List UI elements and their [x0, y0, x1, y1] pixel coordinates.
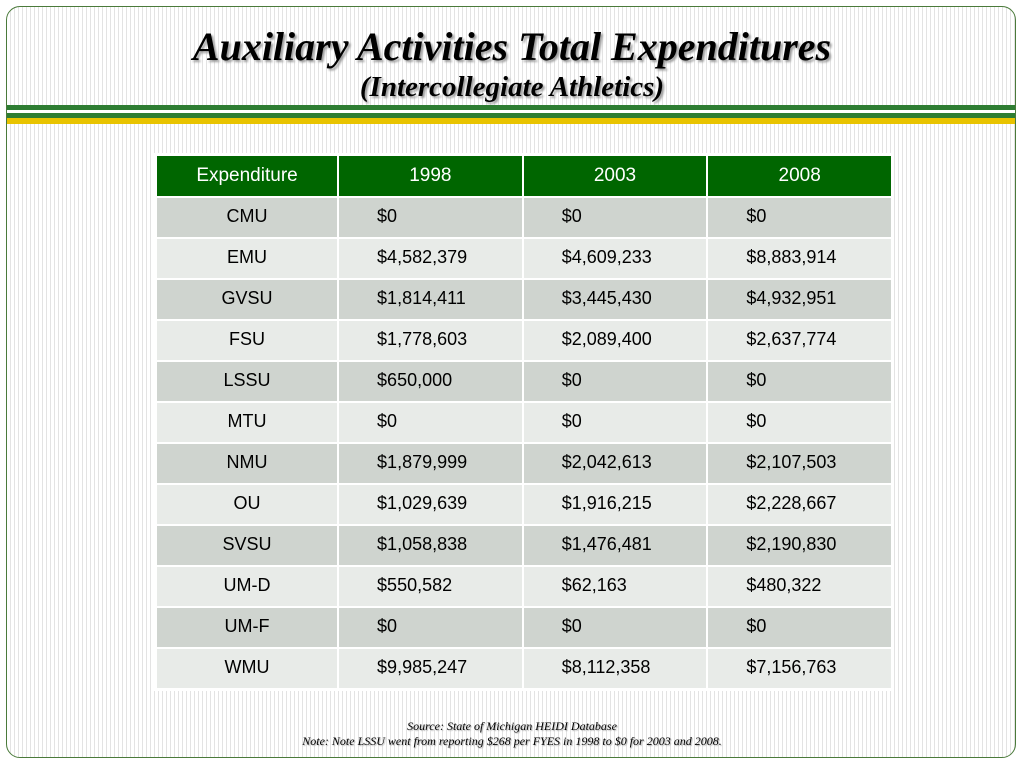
value-cell-1998: $650,000 [337, 360, 524, 403]
table-row: UM-F $0 $0 $0 [154, 606, 893, 649]
institution-cell: CMU [154, 196, 340, 239]
value-cell-1998: $0 [337, 196, 524, 239]
value-cell-1998: $1,058,838 [337, 524, 524, 567]
value-cell-1998: $1,879,999 [337, 442, 524, 485]
value-cell-2008: $0 [706, 196, 893, 239]
value-cell-2003: $1,916,215 [521, 483, 709, 526]
table-row: OU $1,029,639 $1,916,215 $2,228,667 [154, 483, 893, 526]
value-cell-2008: $4,932,951 [706, 278, 893, 321]
table-row: CMU $0 $0 $0 [154, 196, 893, 239]
column-header-2008: 2008 [706, 154, 893, 198]
table-header-row: Expenditure 1998 2003 2008 [154, 154, 893, 198]
table-row: WMU $9,985,247 $8,112,358 $7,156,763 [154, 647, 893, 690]
value-cell-2003: $1,476,481 [521, 524, 709, 567]
slide-frame: Auxiliary Activities Total Expenditures … [6, 6, 1016, 758]
value-cell-2003: $2,089,400 [521, 319, 709, 362]
table-row: LSSU $650,000 $0 $0 [154, 360, 893, 403]
table-row: EMU $4,582,379 $4,609,233 $8,883,914 [154, 237, 893, 280]
value-cell-2003: $0 [521, 360, 709, 403]
table-row: NMU $1,879,999 $2,042,613 $2,107,503 [154, 442, 893, 485]
header-stripe-gap [7, 110, 1015, 113]
institution-cell: SVSU [154, 524, 340, 567]
value-cell-1998: $550,582 [337, 565, 524, 608]
value-cell-2008: $0 [706, 606, 893, 649]
institution-cell: LSSU [154, 360, 340, 403]
table-row: GVSU $1,814,411 $3,445,430 $4,932,951 [154, 278, 893, 321]
value-cell-2008: $8,883,914 [706, 237, 893, 280]
column-header-1998: 1998 [337, 154, 524, 198]
header-stripe-green-bottom [7, 113, 1015, 118]
value-cell-1998: $1,029,639 [337, 483, 524, 526]
lssu-note: Note: Note LSSU went from reporting $268… [302, 734, 722, 748]
value-cell-2008: $2,190,830 [706, 524, 893, 567]
value-cell-2008: $0 [706, 401, 893, 444]
value-cell-2008: $2,107,503 [706, 442, 893, 485]
slide-subtitle: (Intercollegiate Athletics) [359, 71, 665, 103]
value-cell-1998: $0 [337, 401, 524, 444]
table-row: MTU $0 $0 $0 [154, 401, 893, 444]
value-cell-2008: $2,637,774 [706, 319, 893, 362]
institution-cell: MTU [154, 401, 340, 444]
institution-cell: WMU [154, 647, 340, 690]
header-stripe-green-top [7, 105, 1015, 110]
value-cell-1998: $1,778,603 [337, 319, 524, 362]
column-header-2003: 2003 [521, 154, 709, 198]
column-header-expenditure: Expenditure [154, 154, 340, 198]
value-cell-1998: $0 [337, 606, 524, 649]
institution-cell: NMU [154, 442, 340, 485]
expenditures-table: Expenditure 1998 2003 2008 CMU $0 $0 $0 … [154, 154, 893, 690]
value-cell-2003: $62,163 [521, 565, 709, 608]
value-cell-1998: $4,582,379 [337, 237, 524, 280]
value-cell-1998: $9,985,247 [337, 647, 524, 690]
institution-cell: FSU [154, 319, 340, 362]
slide-title: Auxiliary Activities Total Expenditures [192, 24, 832, 69]
source-citation: Source: State of Michigan HEIDI Database [407, 719, 617, 733]
table-row: UM-D $550,582 $62,163 $480,322 [154, 565, 893, 608]
value-cell-2008: $7,156,763 [706, 647, 893, 690]
value-cell-2003: $8,112,358 [521, 647, 709, 690]
value-cell-2003: $2,042,613 [521, 442, 709, 485]
value-cell-1998: $1,814,411 [337, 278, 524, 321]
value-cell-2003: $0 [521, 606, 709, 649]
institution-cell: UM-F [154, 606, 340, 649]
value-cell-2008: $2,228,667 [706, 483, 893, 526]
value-cell-2008: $0 [706, 360, 893, 403]
table-row: FSU $1,778,603 $2,089,400 $2,637,774 [154, 319, 893, 362]
value-cell-2003: $4,609,233 [521, 237, 709, 280]
value-cell-2003: $0 [521, 196, 709, 239]
table-row: SVSU $1,058,838 $1,476,481 $2,190,830 [154, 524, 893, 567]
institution-cell: OU [154, 483, 340, 526]
footer-notes: Source: State of Michigan HEIDI Database… [7, 719, 1015, 749]
value-cell-2003: $3,445,430 [521, 278, 709, 321]
header-stripe-yellow [7, 118, 1015, 124]
institution-cell: GVSU [154, 278, 340, 321]
value-cell-2003: $0 [521, 401, 709, 444]
institution-cell: EMU [154, 237, 340, 280]
value-cell-2008: $480,322 [706, 565, 893, 608]
institution-cell: UM-D [154, 565, 340, 608]
